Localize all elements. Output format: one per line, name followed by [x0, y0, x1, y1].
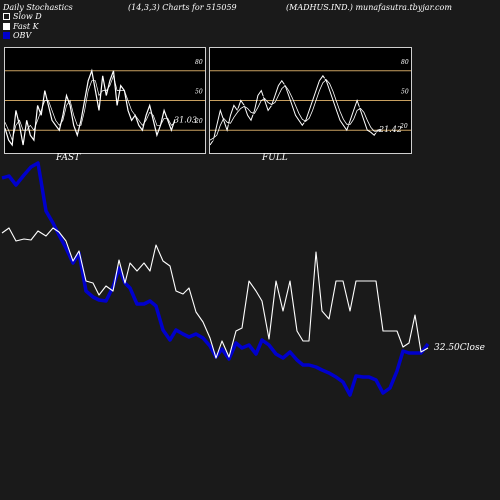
full-stochastic-chart: 80 50 21.42 20 — [209, 59, 411, 146]
header-title-left: Daily Stochastics — [3, 3, 73, 12]
full-panel-caption: FULL — [262, 153, 288, 163]
legend-label-fast-k: Fast K — [13, 21, 39, 31]
header-title-center: (14,3,3) Charts for 515059 — [128, 3, 237, 12]
full-level-label-20: 20 — [399, 123, 408, 130]
level-label-80: 80 — [401, 59, 409, 66]
fast-stochastic-chart: 80 50 20 31.03 — [4, 59, 205, 147]
legend-item-slow-d: Slow D — [3, 12, 42, 22]
legend: Slow D Fast K OBV — [3, 12, 42, 41]
fast-panel-caption: FAST — [56, 153, 81, 163]
full-slow-line — [209, 79, 382, 141]
legend-item-fast-k: Fast K — [3, 22, 42, 32]
full-d-line — [209, 78, 382, 143]
level-label-80: 80 — [195, 59, 203, 66]
level-label-50: 50 — [195, 89, 203, 96]
legend-label-slow-d: Slow D — [13, 12, 42, 21]
fast-stochastic-panel: 80 50 20 31.03 — [4, 47, 206, 154]
header-title-right: (MADHUS.IND.) munafasutra.tbyjar.com — [286, 3, 452, 12]
full-last-value: 21.42 — [378, 125, 402, 134]
price-line — [1, 227, 429, 359]
slow-d-line — [4, 74, 176, 142]
level-label-50: 50 — [401, 89, 409, 96]
obv-line — [1, 161, 430, 397]
legend-swatch-slow-d — [3, 13, 10, 21]
fast-last-value: 31.03 — [174, 115, 197, 124]
legend-swatch-obv — [3, 32, 10, 40]
close-value-label: 32.50Close — [434, 343, 485, 353]
legend-item-obv: OBV — [3, 31, 42, 41]
level-label-20: 20 — [194, 118, 203, 125]
legend-label-obv: OBV — [13, 31, 32, 40]
fast-k-line — [4, 68, 176, 147]
full-stochastic-panel: 80 50 21.42 20 — [209, 47, 412, 154]
legend-swatch-fast-k — [3, 22, 10, 30]
full-k-line — [209, 74, 382, 146]
